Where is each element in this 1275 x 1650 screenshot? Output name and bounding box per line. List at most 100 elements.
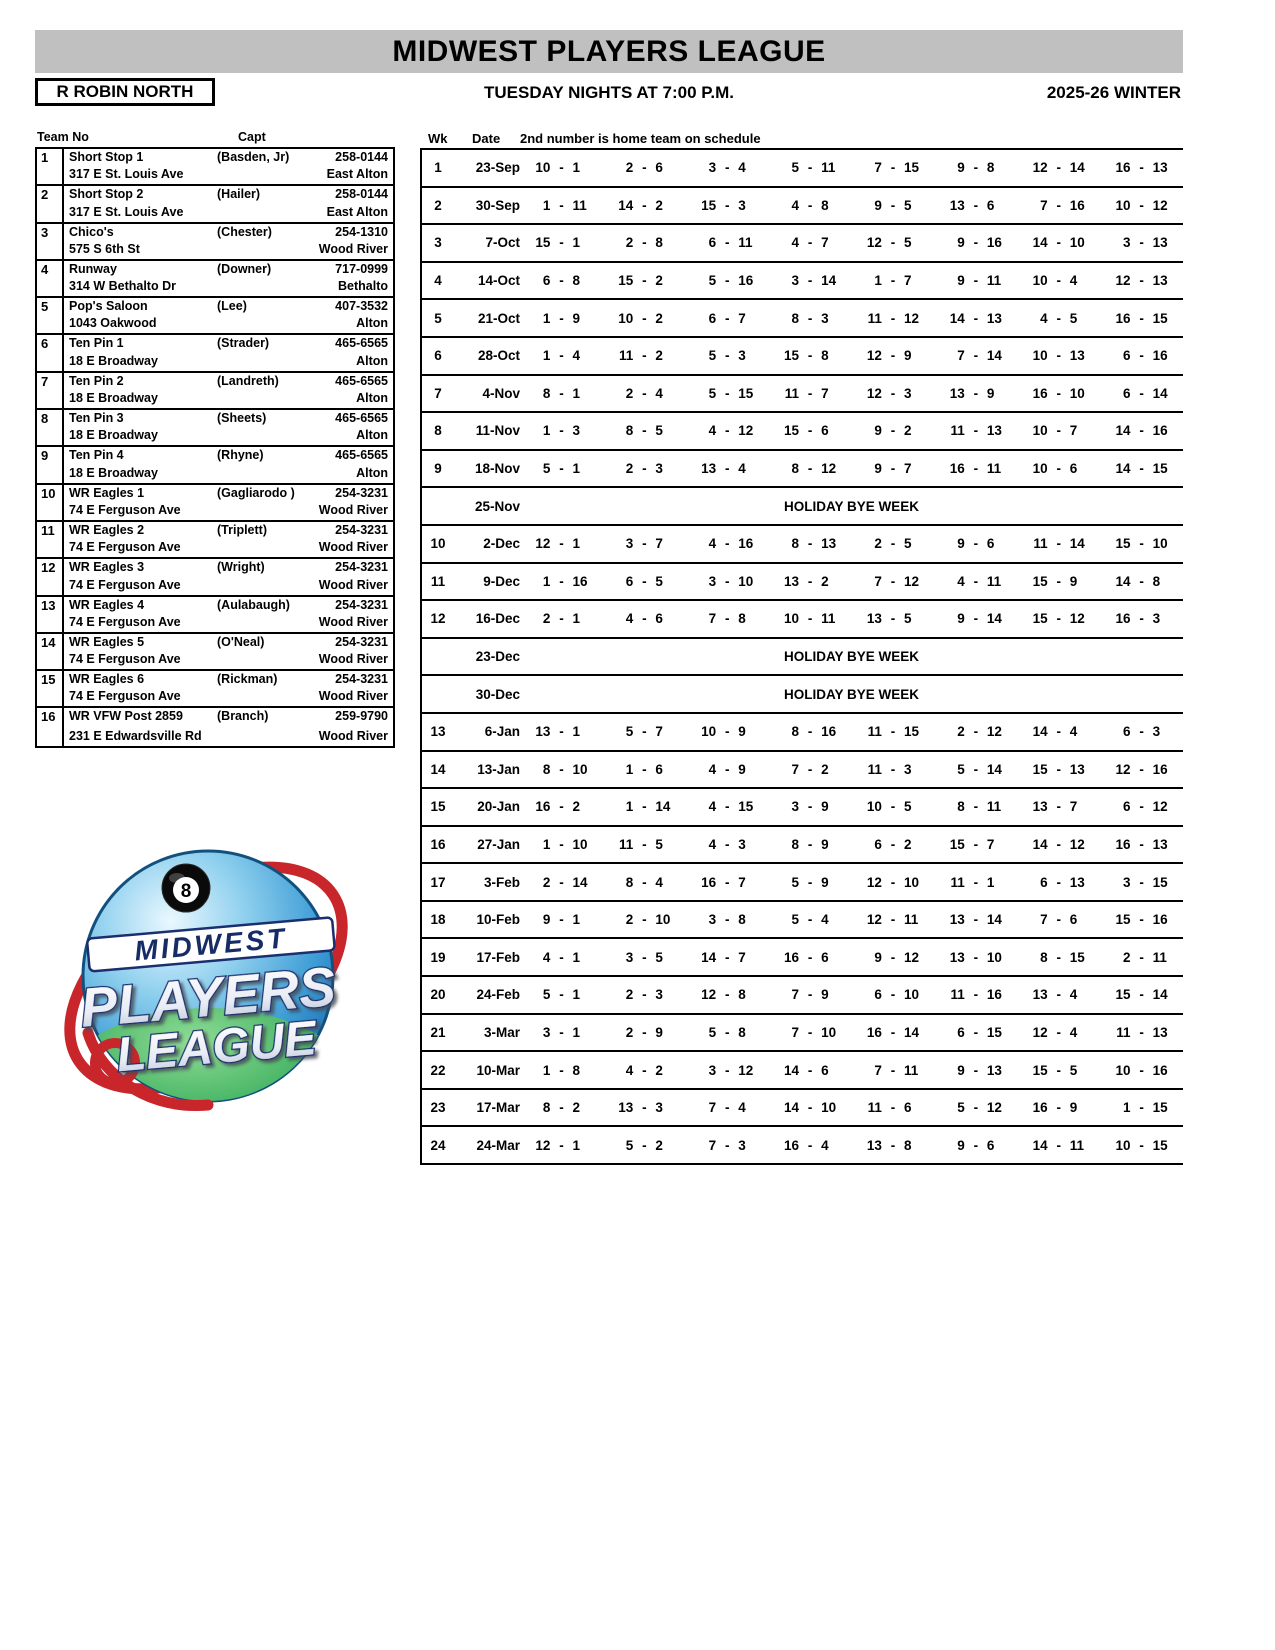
matchup: 14-8 bbox=[1100, 574, 1183, 589]
matchup: 6-3 bbox=[1100, 724, 1183, 739]
team-phone: 254-3231 bbox=[335, 522, 388, 537]
matchup-dash: - bbox=[973, 1062, 979, 1078]
matchup-team1: 11 bbox=[950, 874, 965, 890]
matchup-dash: - bbox=[1056, 1100, 1061, 1116]
matchup: 9-13 bbox=[934, 1063, 1017, 1078]
matchup-team2: 14 bbox=[986, 348, 1002, 364]
matchup-dash: - bbox=[559, 461, 564, 477]
matchup-team1: 10 bbox=[784, 611, 800, 627]
team-captain: (Gagliarodo ) bbox=[217, 485, 295, 500]
matchup-dash: - bbox=[1139, 761, 1144, 777]
matchup-dash: - bbox=[1139, 912, 1144, 928]
team-number: 10 bbox=[37, 484, 64, 520]
matchup-team1: 3 bbox=[542, 1024, 551, 1040]
team-name: WR Eagles 5 bbox=[69, 634, 145, 649]
matchup-team2: 15 bbox=[738, 385, 754, 401]
team-captain: (Basden, Jr) bbox=[217, 150, 290, 164]
matchup-dash: - bbox=[642, 912, 647, 928]
matchup: 5-16 bbox=[686, 273, 769, 288]
matchup: 13-10 bbox=[934, 950, 1017, 965]
team-captain: (Lee) bbox=[217, 299, 247, 314]
league-logo: 8 MIDWEST PLAYERS LEAGUE bbox=[58, 828, 370, 1120]
matchup-team1: 5 bbox=[708, 348, 717, 364]
matchup-team2: 8 bbox=[738, 987, 746, 1003]
matchup-team2: 16 bbox=[1152, 1062, 1168, 1078]
matchup-team2: 13 bbox=[1152, 1024, 1168, 1040]
matchup-team1: 2 bbox=[625, 461, 634, 477]
team-address: 74 E Ferguson Ave bbox=[69, 577, 181, 592]
matchup-team1: 8 bbox=[791, 724, 800, 740]
matchup-team1: 16 bbox=[1032, 1100, 1048, 1116]
matchup-team1: 13 bbox=[535, 724, 551, 740]
matchup-team2: 5 bbox=[903, 799, 912, 815]
matchup-team2: 7 bbox=[903, 461, 912, 477]
matchup-dash: - bbox=[807, 423, 813, 439]
matchup-team1: 8 bbox=[1040, 949, 1048, 965]
matchup: 2-6 bbox=[603, 160, 686, 175]
matchup: 7-12 bbox=[852, 574, 935, 589]
matchup-team1: 9 bbox=[874, 461, 882, 477]
matchup-team1: 7 bbox=[708, 1100, 717, 1116]
schedule-row: 14 13-Jan 8-10 1-6 4-9 7-2 11-3 5-14 15-13 12-16 bbox=[422, 752, 1183, 790]
matchup-team1: 13 bbox=[1032, 987, 1048, 1003]
matchup-dash: - bbox=[1056, 1137, 1061, 1153]
matchup: 6-8 bbox=[520, 273, 603, 288]
matchup-team1: 8 bbox=[542, 1100, 551, 1116]
matchup: 15-7 bbox=[934, 837, 1017, 852]
match-date: 17-Feb bbox=[476, 949, 520, 965]
team-address: 74 E Ferguson Ave bbox=[69, 614, 181, 629]
matchup-dash: - bbox=[1139, 836, 1144, 852]
matchup-team2: 15 bbox=[738, 799, 754, 815]
matchup-team2: 3 bbox=[655, 987, 663, 1003]
matchup-team2: 7 bbox=[903, 273, 912, 289]
matchup-team1: 12 bbox=[866, 348, 882, 364]
team-table-header: Team No Capt bbox=[35, 130, 395, 147]
matchup-team2: 13 bbox=[1152, 836, 1168, 852]
matchup-team1: 4 bbox=[708, 836, 717, 852]
matchup: 9-7 bbox=[852, 461, 935, 476]
matchup-team2: 1 bbox=[572, 235, 580, 251]
matchup: 3-1 bbox=[520, 1025, 603, 1040]
team-name: WR Eagles 3 bbox=[69, 560, 145, 575]
matchup-team2: 11 bbox=[572, 197, 587, 213]
matchup-dash: - bbox=[724, 912, 730, 928]
matchup-dash: - bbox=[724, 1137, 730, 1153]
matchup: 10-5 bbox=[852, 799, 935, 814]
matchup-team1: 6 bbox=[1123, 799, 1131, 815]
matchup-dash: - bbox=[890, 836, 896, 852]
match-date: 28-Oct bbox=[477, 348, 520, 364]
matchup-dash: - bbox=[807, 273, 813, 289]
matchup-team2: 11 bbox=[1152, 949, 1167, 965]
matchup-dash: - bbox=[973, 761, 979, 777]
schedule-time-label: TUESDAY NIGHTS AT 7:00 P.M. bbox=[483, 83, 735, 102]
matchup: 5-15 bbox=[686, 386, 769, 401]
week-number: 16 bbox=[430, 836, 446, 852]
team-phone: 465-6565 bbox=[335, 448, 388, 463]
week-number: 6 bbox=[434, 348, 442, 364]
matchup-team1: 2 bbox=[957, 724, 965, 740]
matchup-team1: 13 bbox=[866, 611, 882, 627]
matchup: 11-16 bbox=[934, 987, 1017, 1002]
team-row: 9 Ten Pin 4 (Rhyne) 465-6565 18 E Broadway Al… bbox=[37, 447, 393, 485]
matchup-team1: 10 bbox=[1115, 1137, 1131, 1153]
matchup-team2: 6 bbox=[821, 423, 829, 439]
matchup-dash: - bbox=[642, 235, 647, 251]
matchup: 8-11 bbox=[934, 799, 1017, 814]
matchup-team1: 1 bbox=[542, 423, 551, 439]
matchup-dash: - bbox=[724, 235, 730, 251]
team-row: 8 Ten Pin 3 (Sheets) 465-6565 18 E Broadway A… bbox=[37, 410, 393, 448]
team-name: Pop's Saloon bbox=[69, 299, 148, 314]
matchup: 15-6 bbox=[769, 423, 852, 438]
matchup-team2: 14 bbox=[1069, 536, 1085, 552]
matchup-team1: 7 bbox=[708, 1137, 717, 1153]
schedule-row: 25-Nov HOLIDAY BYE WEEK bbox=[422, 488, 1183, 526]
matchup-team2: 5 bbox=[655, 573, 663, 589]
team-captain: (Sheets) bbox=[217, 411, 267, 426]
matchup-team2: 2 bbox=[572, 1100, 580, 1116]
matchup-dash: - bbox=[642, 724, 647, 740]
matchup-dash: - bbox=[807, 310, 813, 326]
matchup-dash: - bbox=[1139, 536, 1144, 552]
matchup-dash: - bbox=[642, 536, 647, 552]
matchup-team1: 12 bbox=[1115, 761, 1131, 777]
